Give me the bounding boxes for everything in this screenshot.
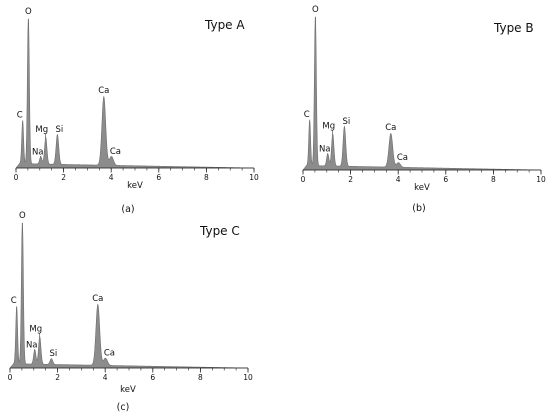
peak-label-mg: Mg bbox=[29, 324, 42, 334]
peak-label-ca: Ca bbox=[397, 153, 408, 163]
panel-caption: (c) bbox=[117, 402, 130, 413]
peak-label-ca: Ca bbox=[98, 86, 109, 96]
x-tick-label: 8 bbox=[204, 173, 209, 182]
x-tick-label: 8 bbox=[198, 373, 203, 382]
peak-label-mg: Mg bbox=[322, 122, 335, 132]
peak-label-c: C bbox=[11, 296, 17, 306]
spectrum-panel-a: 0 2 4 6 8 10 keV Type A (a) C O Na Mg Si Ca Ca bbox=[14, 7, 259, 215]
x-tick-label: 10 bbox=[249, 173, 259, 182]
panel-caption: (a) bbox=[121, 204, 134, 215]
x-tick-label: 10 bbox=[536, 175, 546, 184]
x-tick-label: 4 bbox=[109, 173, 114, 182]
peak-label-si: Si bbox=[50, 349, 58, 359]
peak-label-na: Na bbox=[319, 144, 331, 154]
peak-label-si: Si bbox=[56, 125, 64, 135]
peak-label-na: Na bbox=[32, 147, 44, 157]
x-tick-label: 6 bbox=[156, 173, 161, 182]
x-tick-label: 2 bbox=[348, 175, 353, 184]
panel-title: Type B bbox=[493, 21, 534, 35]
peak-label-ca: Ca bbox=[104, 349, 115, 359]
spectrum-panel-c: 0 2 4 6 8 10 keV Type C (c) C O Na Mg Si Ca Ca bbox=[8, 211, 253, 413]
x-tick-label: 4 bbox=[103, 373, 108, 382]
peak-label-ca: Ca bbox=[92, 294, 103, 304]
panel-title: Type A bbox=[204, 18, 245, 32]
x-tick-label: 4 bbox=[396, 175, 401, 184]
spectrum-area bbox=[9, 222, 249, 369]
x-axis-label: keV bbox=[127, 181, 143, 191]
peak-label-o: O bbox=[19, 211, 26, 221]
peak-label-c: C bbox=[304, 110, 310, 120]
peak-label-si: Si bbox=[343, 117, 351, 127]
peak-label-ca: Ca bbox=[385, 123, 396, 133]
peak-label-ca: Ca bbox=[110, 147, 121, 157]
panel-title: Type C bbox=[199, 224, 240, 238]
x-tick-label: 0 bbox=[14, 173, 19, 182]
spectrum-area bbox=[15, 18, 255, 169]
x-tick-label: 2 bbox=[61, 173, 66, 182]
x-tick-label: 6 bbox=[443, 175, 448, 184]
x-axis-label: keV bbox=[414, 183, 430, 193]
peak-label-o: O bbox=[25, 7, 32, 17]
x-tick-label: 8 bbox=[491, 175, 496, 184]
peak-label-o: O bbox=[312, 5, 319, 15]
peak-label-mg: Mg bbox=[35, 125, 48, 135]
peak-label-na: Na bbox=[26, 340, 38, 350]
spectrum-panel-b: 0 2 4 6 8 10 keV Type B (b) C O Na Mg Si Ca Ca bbox=[301, 5, 546, 214]
x-tick-label: 10 bbox=[243, 373, 253, 382]
spectrum-area bbox=[302, 16, 542, 171]
x-axis-label: keV bbox=[120, 385, 136, 395]
peak-label-c: C bbox=[17, 111, 23, 121]
x-tick-label: 6 bbox=[150, 373, 155, 382]
x-tick-label: 2 bbox=[55, 373, 60, 382]
x-tick-label: 0 bbox=[8, 373, 13, 382]
x-tick-label: 0 bbox=[301, 175, 306, 184]
panel-caption: (b) bbox=[412, 203, 425, 214]
